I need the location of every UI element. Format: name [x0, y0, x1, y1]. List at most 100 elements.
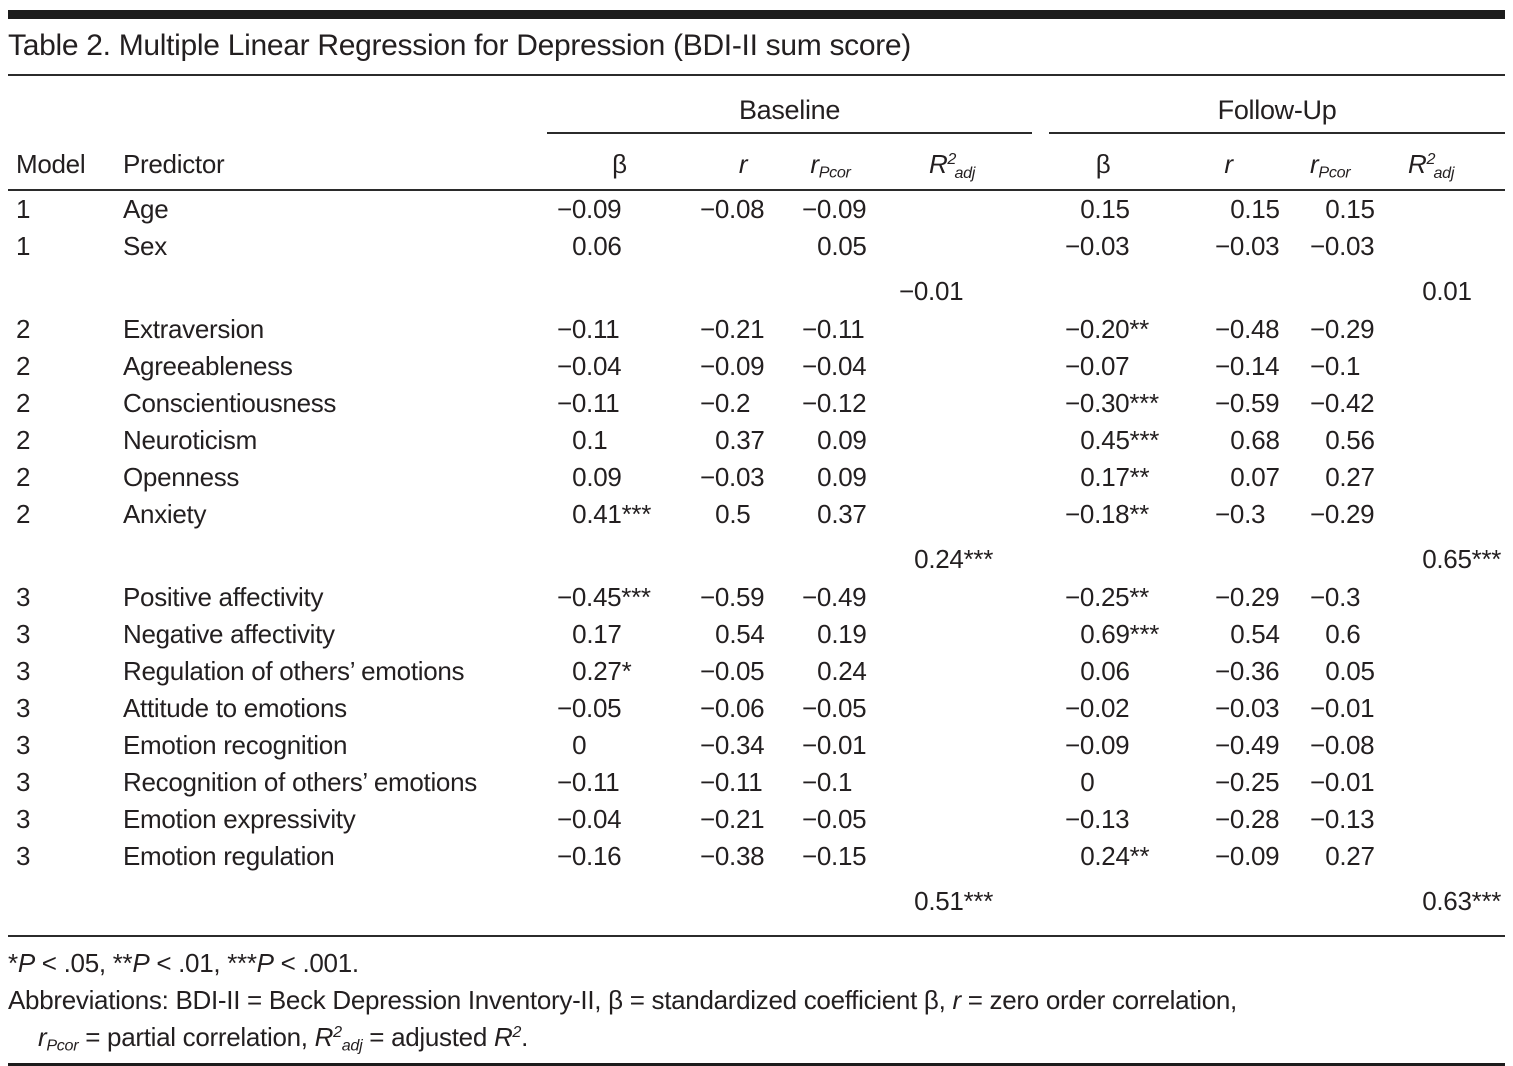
- baseline-beta-cell: −0.11: [557, 314, 620, 344]
- baseline-r2adj-cell: 0.51***: [914, 886, 994, 916]
- followup-rpcor-cell: −0.1: [1310, 351, 1361, 381]
- predictor-cell: Openness: [123, 462, 240, 492]
- predictor-cell: Sex: [123, 231, 167, 261]
- followup-r2adj-cell: [1407, 422, 1505, 459]
- followup-beta-cell: −0.09: [1065, 730, 1130, 760]
- baseline-r-cell: −0.34: [700, 730, 765, 760]
- baseline-rpcor-cell: −0.05: [802, 693, 867, 723]
- table-row: 3 Emotion regulation −0.16 −0.38 −0.15 0.24**…: [8, 838, 1505, 875]
- baseline-rpcor-header: rPcor: [794, 133, 892, 191]
- baseline-beta-cell: −0.09: [557, 194, 622, 224]
- model-cell: 2: [16, 314, 31, 344]
- title-rule: [8, 74, 1505, 76]
- followup-r-header: r: [1207, 133, 1311, 191]
- followup-beta-cell: 0.45***: [1080, 425, 1160, 455]
- followup-r2adj-cell: [1407, 385, 1505, 422]
- group-gap: [1032, 653, 1049, 690]
- pcor-subscript: Pcor: [818, 163, 851, 182]
- baseline-beta-header: β: [547, 133, 692, 191]
- baseline-rpcor-cell: 0.19: [817, 619, 867, 649]
- followup-r-cell: 0.07: [1230, 462, 1280, 492]
- abbreviations-note: Abbreviations: BDI-II = Beck Depression …: [8, 985, 1237, 1015]
- baseline-beta-cell: −0.11: [557, 388, 620, 418]
- followup-r-cell: −0.14: [1215, 351, 1280, 381]
- baseline-beta-cell: −0.11: [557, 767, 620, 797]
- baseline-rpcor-cell: [794, 875, 892, 921]
- followup-rpcor-cell: −0.01: [1310, 693, 1375, 723]
- model-cell: 1: [16, 194, 31, 224]
- r2-symbol: R: [928, 149, 948, 179]
- group-gap: [1032, 616, 1049, 653]
- model-cell: [8, 265, 115, 311]
- baseline-r2adj-cell: [892, 385, 1032, 422]
- model-cell: 2: [16, 462, 31, 492]
- baseline-r2adj-cell: −0.01: [899, 276, 964, 306]
- table-row: 1 Age −0.09 −0.08 −0.09 0.15 0.15 0.15: [8, 190, 1505, 228]
- model-cell: [8, 533, 115, 579]
- followup-beta-cell: 0.06: [1080, 656, 1130, 686]
- baseline-rpcor-cell: 0.37: [817, 499, 867, 529]
- followup-beta-cell: 0: [1080, 767, 1095, 797]
- table-row: 3 Emotion expressivity −0.04 −0.21 −0.05 −0.1…: [8, 801, 1505, 838]
- group-spanner-row: Baseline Follow-Up: [8, 76, 1506, 134]
- followup-r-cell: −0.03: [1215, 693, 1280, 723]
- model-cell: 3: [16, 656, 31, 686]
- model-cell: 2: [16, 388, 31, 418]
- baseline-beta-cell: [547, 265, 692, 311]
- followup-label: Follow-Up: [1217, 95, 1337, 125]
- followup-beta-cell: −0.30***: [1065, 388, 1159, 418]
- followup-beta-cell: 0.24**: [1080, 841, 1150, 871]
- followup-r2adj-cell: [1407, 190, 1505, 228]
- followup-rpcor-cell: −0.13: [1310, 804, 1375, 834]
- baseline-rpcor-cell: −0.15: [802, 841, 867, 871]
- predictor-cell: Emotion regulation: [123, 841, 335, 871]
- followup-rpcor-cell: −0.08: [1310, 730, 1375, 760]
- baseline-r2adj-cell: [892, 764, 1032, 801]
- followup-r-cell: −0.59: [1215, 388, 1280, 418]
- baseline-beta-cell: −0.16: [557, 841, 622, 871]
- adj-subscript: adj: [954, 163, 976, 182]
- group-gap: [1032, 133, 1050, 191]
- followup-r2adj-cell: [1407, 690, 1505, 727]
- followup-beta-cell: 0.69***: [1080, 619, 1160, 649]
- model-cell: 2: [16, 499, 31, 529]
- group-gap: [1032, 838, 1049, 875]
- followup-beta-cell: −0.02: [1065, 693, 1130, 723]
- followup-rpcor-cell: 0.6: [1325, 619, 1361, 649]
- followup-r2adj-cell: [1407, 764, 1505, 801]
- predictor-cell: Recognition of others’ emotions: [123, 767, 477, 797]
- followup-beta-cell: [1049, 533, 1207, 579]
- r2-symbol: R: [1407, 149, 1427, 179]
- table-row: 2 Agreeableness −0.04 −0.09 −0.04 −0.07 −0.14−…: [8, 348, 1505, 385]
- squared-superscript: 2: [1426, 150, 1436, 169]
- baseline-beta-cell: 0.27*: [572, 656, 632, 686]
- followup-r-cell: −0.28: [1215, 804, 1280, 834]
- pcor-subscript: Pcor: [1318, 163, 1351, 182]
- model-column-header: Model: [8, 133, 115, 191]
- group-gap: [1032, 764, 1049, 801]
- model-cell: 2: [16, 351, 31, 381]
- table-row: 3 Attitude to emotions −0.05 −0.06 −0.05 −0.0…: [8, 690, 1505, 727]
- followup-r2adj-cell: [1407, 228, 1505, 265]
- predictor-cell: [115, 265, 547, 311]
- baseline-rpcor-cell: −0.09: [802, 194, 867, 224]
- group-gap: [1032, 690, 1049, 727]
- r-symbol: r: [1310, 149, 1319, 179]
- table-row: 2 Anxiety 0.41*** 0.5 0.37 −0.18** −0.3 −0.29: [8, 496, 1505, 533]
- baseline-r2adj-cell: [892, 228, 1032, 265]
- baseline-rpcor-cell: −0.05: [802, 804, 867, 834]
- group-gap: [1032, 190, 1049, 228]
- followup-beta-cell: 0.15: [1080, 194, 1130, 224]
- model-cell: 3: [16, 804, 31, 834]
- predictor-cell: Extraversion: [123, 314, 264, 344]
- baseline-beta-cell: [547, 875, 692, 921]
- predictor-cell: Agreeableness: [123, 351, 293, 381]
- r-symbol: r: [810, 149, 819, 179]
- beta-symbol: β: [1095, 149, 1111, 179]
- table-body: 1 Age −0.09 −0.08 −0.09 0.15 0.15 0.15 1 Sex 0.06 0…: [8, 190, 1505, 921]
- baseline-rpcor-cell: 0.05: [817, 231, 867, 261]
- regression-table: Baseline Follow-Up Model Predictor β r r…: [8, 76, 1506, 921]
- footer-rule: [8, 935, 1505, 937]
- baseline-label: Baseline: [738, 95, 841, 125]
